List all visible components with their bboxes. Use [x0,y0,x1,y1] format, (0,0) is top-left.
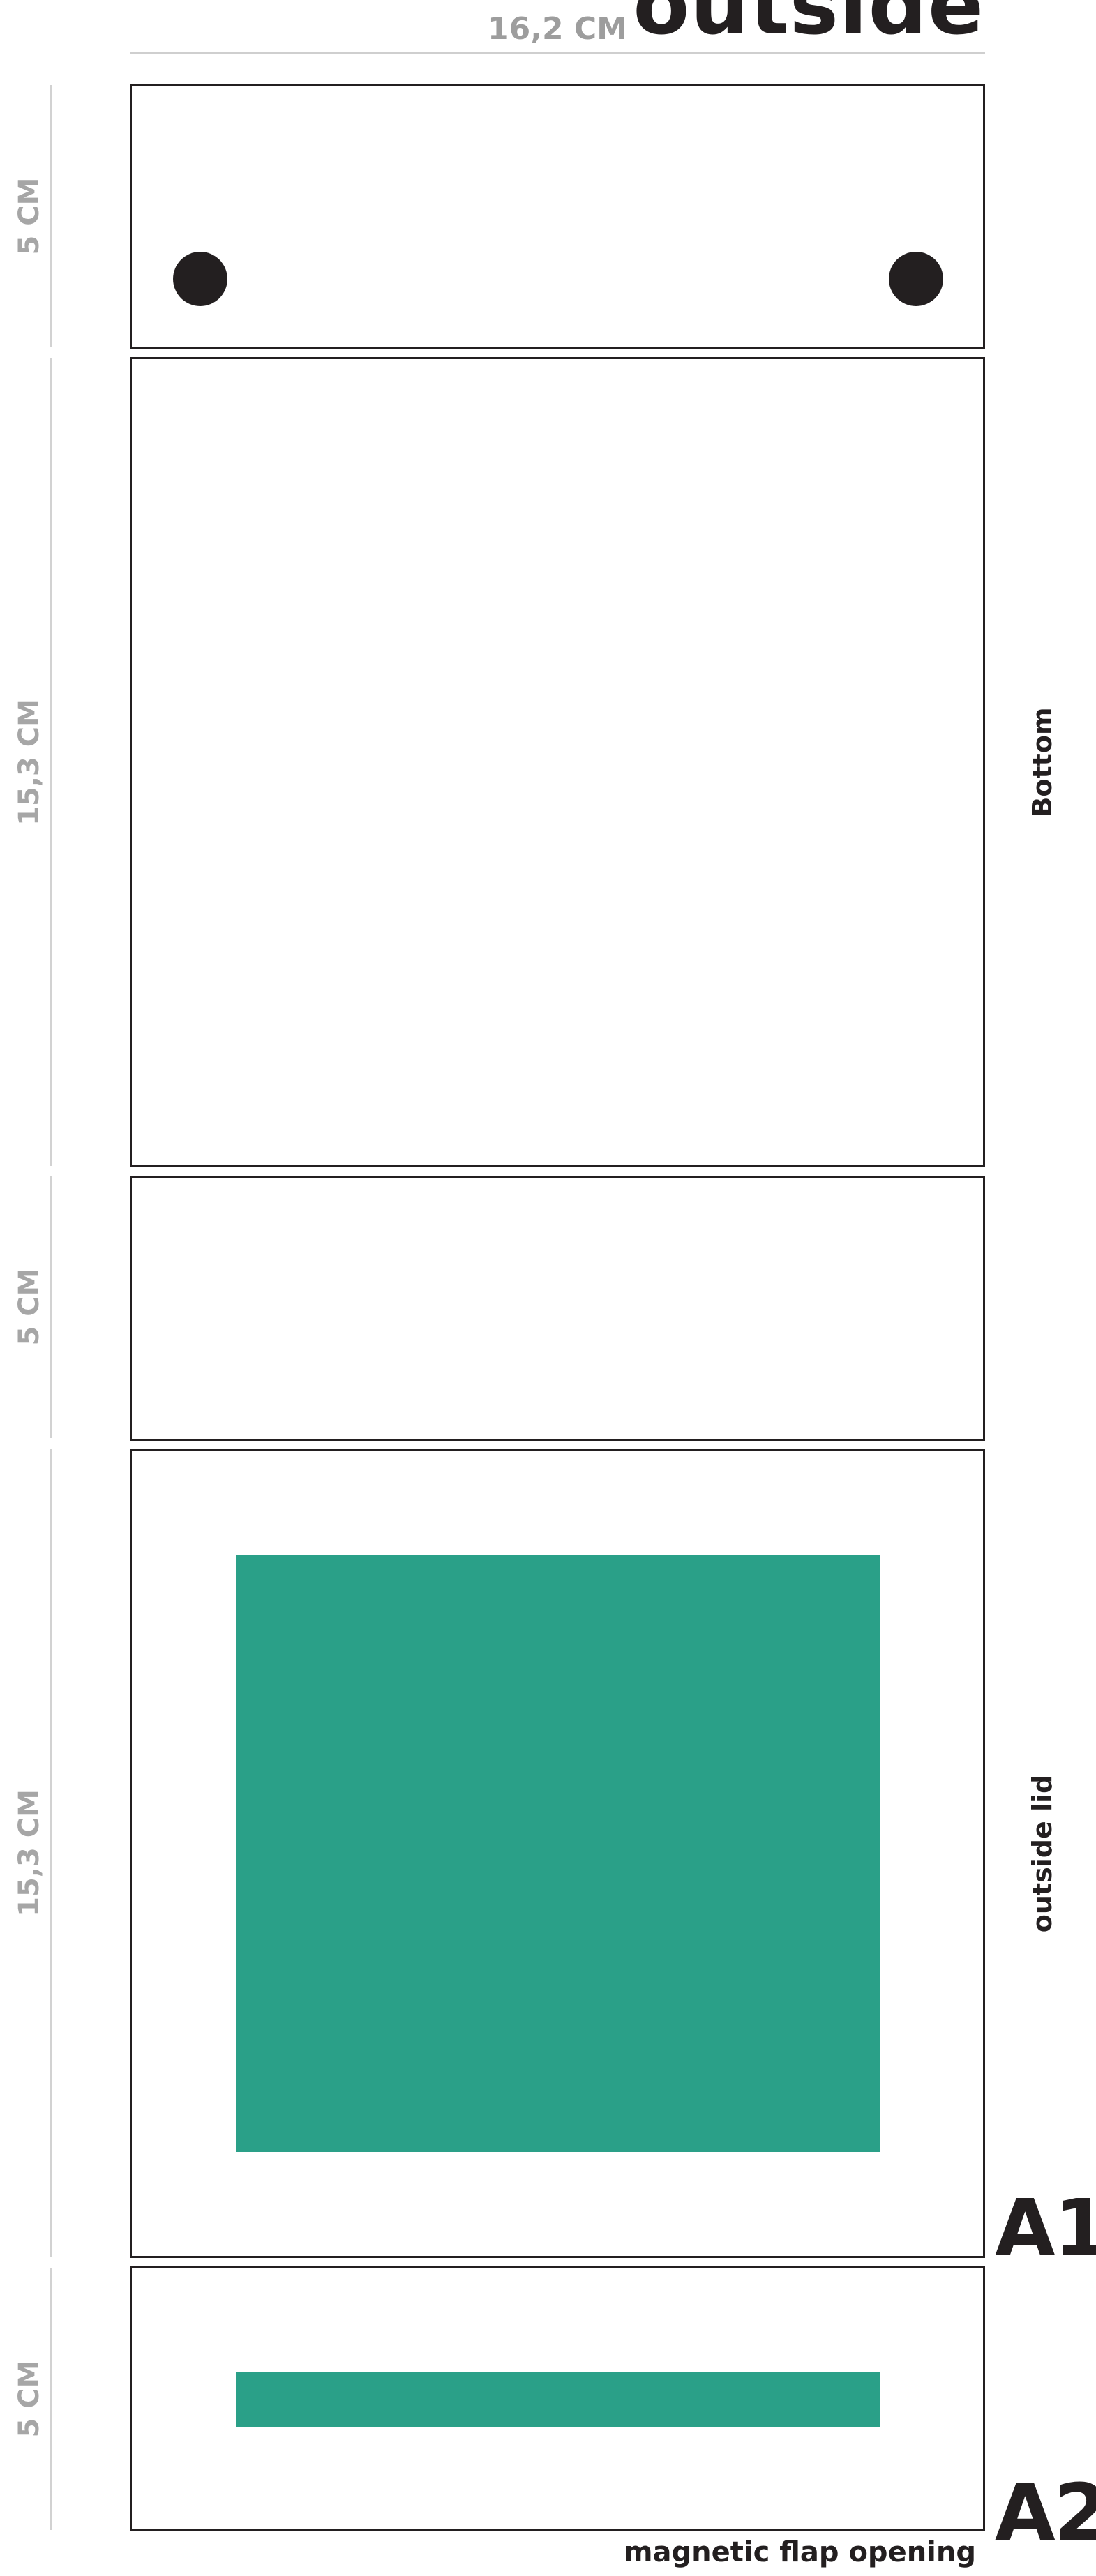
magnet-hole-right [889,252,943,306]
dimension-line-side [50,1176,52,1438]
dimension-label-text: 15,3 CM [13,1789,45,1916]
magnetic-flap-panel [130,2266,985,2531]
outside-lid-label-text: outside lid [1027,1774,1058,1933]
marker-a2: A2 [995,2468,1096,2559]
page-title: outside [633,0,984,53]
marker-a1: A1 [995,2183,1096,2274]
dimension-label-text: 15,3 CM [13,699,45,826]
width-dimension-label: 16,2 CM [488,11,627,47]
magnet-hole-left [173,252,227,306]
dimension-line-lid [50,1449,52,2257]
top-flap-panel [130,84,985,349]
dimension-label-text: 5 CM [13,177,45,255]
dimension-label-text: 5 CM [13,2360,45,2438]
flap-artwork-strip [236,2372,880,2427]
outside-lid-panel [130,1449,985,2258]
lid-artwork-area [236,1555,880,2152]
dimension-line-flap-top [50,85,52,347]
bottom-panel [130,357,985,1167]
side-panel [130,1176,985,1441]
width-dimension-line [130,52,985,54]
bottom-label-text: Bottom [1027,707,1058,817]
dimension-line-flap-bottom [50,2268,52,2530]
dimension-label-text: 5 CM [13,1268,45,1346]
magnetic-flap-caption: magnetic flap opening [623,2536,976,2568]
dimension-line-bottom [50,358,52,1166]
